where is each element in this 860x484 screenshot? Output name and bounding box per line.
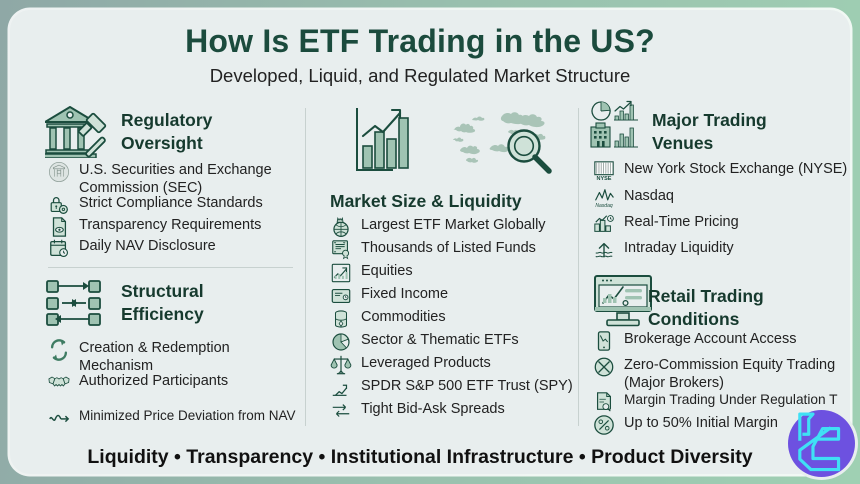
svg-text:Nasdaq: Nasdaq bbox=[595, 203, 613, 209]
svg-text:NYSE: NYSE bbox=[597, 176, 612, 182]
